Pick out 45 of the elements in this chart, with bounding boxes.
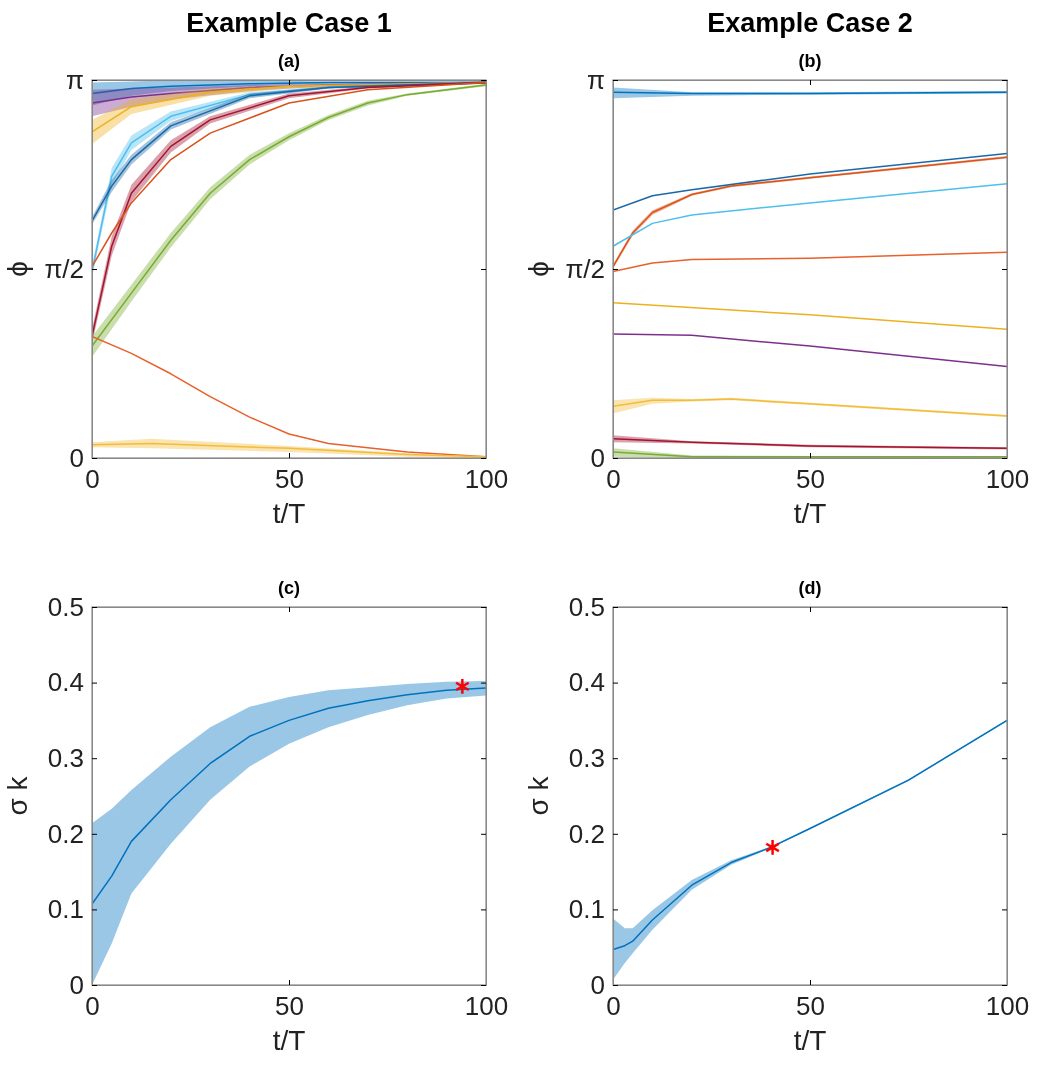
x-tick-label: 50	[796, 464, 825, 495]
chart-subtitle: (a)	[278, 51, 300, 71]
x-tick-label: 100	[464, 464, 509, 495]
x-tick-label: 50	[275, 991, 304, 1022]
y-tick-label: 0.3	[47, 743, 84, 774]
line-series	[613, 333, 1007, 368]
y-tick-label: π	[587, 64, 605, 95]
y-tick-label: 0	[590, 969, 605, 1000]
y-tick-label: 0.1	[47, 894, 84, 925]
line-series	[613, 182, 1007, 247]
chart-title: Example Case 1	[186, 8, 392, 38]
line-series	[92, 687, 486, 905]
y-tick-label: 0	[590, 442, 605, 473]
y-axis-title: ϕ	[2, 261, 33, 277]
y-tick-label: π/2	[44, 253, 84, 284]
y-tick-label: π/2	[565, 253, 605, 284]
line-series	[613, 152, 1007, 211]
y-tick-label: 0	[69, 442, 84, 473]
x-tick-label: 100	[985, 464, 1030, 495]
x-tick-label: 50	[796, 991, 825, 1022]
chart-title: (d)	[798, 578, 822, 598]
chart-subtitle: (b)	[798, 51, 822, 71]
y-tick-label: 0	[69, 969, 84, 1000]
y-tick-label: 0.5	[47, 591, 84, 622]
x-axis-title: t/T	[272, 498, 306, 529]
line-series	[613, 251, 1007, 273]
x-axis-title: t/T	[793, 1025, 827, 1056]
x-axis-title: t/T	[272, 1025, 306, 1056]
y-tick-label: 0.2	[568, 818, 605, 849]
y-tick-label: 0.4	[47, 667, 84, 698]
x-tick-label: 50	[275, 464, 304, 495]
y-axis-title: σ k	[2, 775, 33, 816]
chart-title: (c)	[278, 578, 300, 598]
y-tick-label: 0.2	[47, 818, 84, 849]
x-tick-label: 100	[985, 991, 1030, 1022]
y-axis-title: σ k	[523, 775, 554, 816]
y-tick-label: 0.4	[568, 667, 605, 698]
y-tick-label: π	[66, 64, 84, 95]
y-axis-title: ϕ	[523, 261, 554, 277]
y-tick-label: 0.3	[568, 743, 605, 774]
x-axis-title: t/T	[793, 498, 827, 529]
x-tick-label: 100	[464, 991, 509, 1022]
chart-title: Example Case 2	[707, 8, 913, 38]
y-tick-label: 0.1	[568, 894, 605, 925]
y-tick-label: 0.5	[568, 591, 605, 622]
